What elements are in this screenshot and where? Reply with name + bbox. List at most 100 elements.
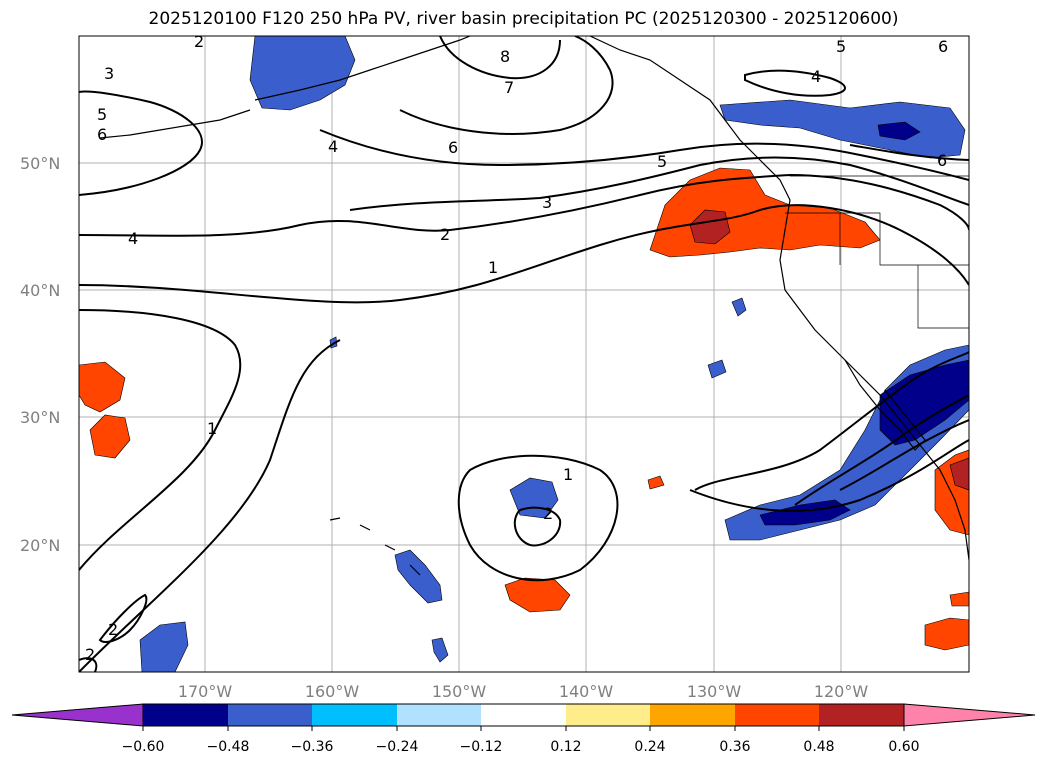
lon-label: 120°W [814, 682, 869, 701]
colorbar-tick-label: 0.48 [803, 739, 834, 755]
map-area [79, 36, 969, 672]
precip-blob-bc-coast [719, 99, 966, 159]
precip-blob-west-2 [89, 414, 131, 459]
precip-blob-small-1 [731, 297, 747, 317]
colorbar-tick-label: 0.36 [719, 739, 750, 755]
pv-contour-southeast-4 [839, 419, 969, 491]
colorbar-segment [143, 704, 228, 726]
lon-label: 170°W [178, 682, 233, 701]
pv-contour-pacific-loop-1 [457, 454, 619, 582]
colorbar-extend-low [11, 703, 144, 727]
precip-shading [79, 36, 969, 672]
latitude-labels: 50°N 40°N 30°N 20°N [20, 154, 60, 555]
colorbar-tick-label: −0.24 [376, 739, 419, 755]
precip-blob-small-2 [707, 359, 727, 379]
precip-blob-small-5 [431, 637, 449, 663]
contour-label: 4 [328, 137, 338, 156]
pv-contour-bc-6 [849, 144, 969, 161]
contour-label: 8 [500, 47, 510, 66]
coastline-north-america [589, 36, 969, 561]
contour-label: 4 [128, 229, 138, 248]
precip-core-mexico [949, 457, 969, 491]
border-states-1 [785, 212, 969, 266]
pv-contour-6 [399, 36, 614, 135]
colorbar-segment [228, 704, 312, 726]
pv-contour-4 [79, 90, 203, 196]
coastline-aleutians [99, 109, 251, 139]
precip-blob-southwest [139, 621, 189, 672]
precip-blob-central-pacific [509, 477, 559, 519]
contour-label: 5 [657, 152, 667, 171]
colorbar-tick-label: −0.60 [122, 739, 165, 755]
colorbar-segments [11, 703, 1036, 727]
contour-label: 2 [194, 32, 204, 51]
precip-core-pacific-northwest [689, 209, 731, 245]
lat-label: 30°N [20, 408, 60, 427]
contour-label: 2 [440, 225, 450, 244]
contour-label: 5 [97, 105, 107, 124]
pv-contour-southeast-1 [694, 351, 969, 491]
colorbar-tick-label: 0.12 [550, 739, 581, 755]
pv-contour-sw-2a [98, 593, 148, 643]
contour-label: 1 [488, 258, 498, 277]
precip-blob-southeast-1 [924, 617, 969, 651]
contour-label: 2 [85, 645, 95, 664]
pv-contour-sw-2b [79, 657, 98, 672]
colorbar-tick-label: −0.48 [207, 739, 250, 755]
pv-contour-southeast-3 [794, 394, 969, 506]
precip-blob-west-1 [79, 361, 126, 413]
pv-contour-1-central [79, 339, 341, 672]
colorbar-extend-high [903, 703, 1036, 727]
colorbar-tick-label: 0.24 [634, 739, 665, 755]
colorbar-tick-label: −0.36 [291, 739, 334, 755]
coastline-alaska [254, 36, 471, 101]
colorbar-segment [397, 704, 481, 726]
pv-contour-3 [349, 156, 969, 211]
contour-label: 4 [811, 67, 821, 86]
colorbar-segment [735, 704, 819, 726]
pv-contours [79, 36, 969, 672]
contour-label: 2 [543, 504, 553, 523]
coastlines [99, 36, 969, 576]
precip-blob-alaska [249, 36, 356, 111]
pv-contour-7 [439, 36, 561, 80]
colorbar-outline [142, 703, 905, 727]
contour-label: 3 [104, 64, 114, 83]
precip-blob-hawaii [394, 549, 443, 604]
contour-labels: 2 3 5 6 4 8 7 6 4 5 3 2 1 1 1 2 2 2 5 6 … [85, 32, 948, 664]
colorbar-segment [819, 704, 904, 726]
lon-label: 140°W [559, 682, 614, 701]
map-frame [78, 35, 970, 673]
precip-core-baja-2 [759, 499, 851, 526]
pv-contour-5 [319, 129, 969, 181]
contour-label: 7 [504, 78, 514, 97]
pv-contour-southeast-2 [689, 439, 969, 512]
contour-label: 5 [836, 37, 846, 56]
graticule [79, 36, 969, 672]
contour-label: 2 [108, 620, 118, 639]
pv-contour-1-main [79, 204, 969, 304]
contour-label: 6 [937, 151, 947, 170]
lat-label: 20°N [20, 536, 60, 555]
map-title: 2025120100 F120 250 hPa PV, river basin … [148, 9, 899, 29]
contour-label: 3 [542, 193, 552, 212]
precip-blob-small-3 [647, 475, 665, 490]
lon-label: 150°W [432, 682, 487, 701]
colorbar-segment [566, 704, 650, 726]
colorbar-segment [650, 704, 735, 726]
precip-blob-southeast-2 [949, 591, 969, 607]
lon-label: 160°W [305, 682, 360, 701]
colorbar-tick-labels: −0.60 −0.48 −0.36 −0.24 −0.12 0.12 0.24 … [122, 739, 920, 755]
longitude-labels: 170°W 160°W 150°W 140°W 130°W 120°W [178, 682, 869, 701]
colorbar-ticks [142, 726, 905, 731]
precip-blob-central-red [504, 577, 571, 613]
contour-label: 6 [97, 125, 107, 144]
lat-label: 50°N [20, 154, 60, 173]
lon-label: 130°W [687, 682, 742, 701]
pv-contour-pacific-loop-2 [513, 506, 562, 547]
colorbar-segment [312, 704, 397, 726]
coastline-baja [844, 359, 926, 451]
contour-label: 6 [448, 138, 458, 157]
colorbar-tick-label: 0.60 [888, 739, 919, 755]
border-states-3 [917, 265, 969, 329]
